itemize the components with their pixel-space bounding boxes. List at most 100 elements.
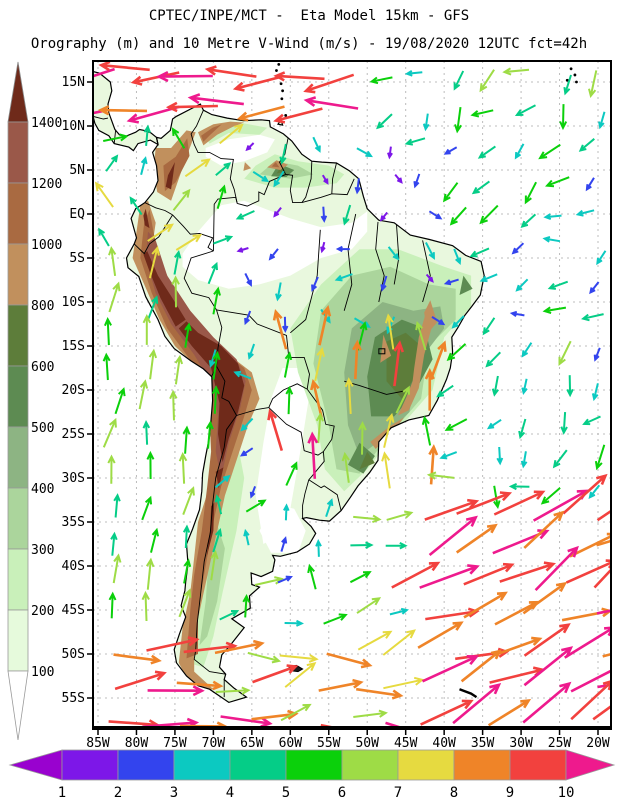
wind-scale-label: 10 <box>558 785 575 800</box>
wind-vector-arrow <box>523 623 571 657</box>
wind-vector-arrow <box>103 317 112 346</box>
elevation-scale-label: 100 <box>31 665 54 680</box>
wind-vector-arrow <box>219 123 244 145</box>
wind-vector-arrow <box>108 281 121 313</box>
wind-vector-arrow <box>183 558 192 584</box>
elevation-scale-segment <box>7 304 29 367</box>
wind-vector-arrow <box>156 71 213 83</box>
wind-vector-arrow <box>310 378 323 418</box>
orography-brown-800 <box>424 300 438 334</box>
orography-brown-800 <box>243 162 252 171</box>
wind-vector-arrow <box>280 536 288 552</box>
wind-vector-arrow <box>102 417 117 448</box>
wind-vector-arrow <box>205 420 214 449</box>
elevation-scale-segment <box>7 487 29 550</box>
wind-vector-arrow <box>463 562 515 586</box>
wind-vector-arrow <box>460 649 502 683</box>
wind-scale-segment <box>173 749 231 781</box>
latitude-tick-label: 10N <box>62 119 85 134</box>
longitude-tick-label: 25W <box>548 736 572 751</box>
wind-vector-arrow <box>138 379 149 410</box>
wind-vector-arrow <box>148 348 158 380</box>
wind-vector-arrow <box>243 528 250 546</box>
wind-vector-arrow <box>380 275 388 292</box>
wind-vector-arrow <box>176 680 224 691</box>
longitude-tick-label: 35W <box>471 736 495 751</box>
wind-vector-arrow <box>318 305 332 346</box>
orography-brown-800 <box>398 313 433 416</box>
wind-vector-arrow <box>436 384 454 398</box>
wind-scale-segment <box>229 749 287 781</box>
wind-vector-arrow <box>247 343 256 360</box>
wind-vector-arrow <box>249 486 257 499</box>
wind-vector-arrow <box>499 561 556 583</box>
wind-vector-arrow <box>404 70 423 77</box>
wind-vector-arrow <box>98 227 110 247</box>
latitude-tick-label: 30S <box>62 471 85 486</box>
wind-vector-arrow <box>369 76 393 85</box>
wind-vector-arrow <box>449 206 467 226</box>
wind-vector-arrow <box>105 154 119 172</box>
wind-scale-label: 8 <box>450 785 458 800</box>
wind-vector-arrow <box>114 387 126 415</box>
wind-vector-arrow <box>148 245 160 279</box>
wind-vector-arrow <box>493 636 543 657</box>
wind-vector-arrow <box>215 162 232 177</box>
orography-brown-1000 <box>140 209 252 659</box>
elevation-under-arrow <box>7 670 29 741</box>
wind-vector-arrow <box>391 561 441 589</box>
wind-vector-arrow <box>141 590 150 622</box>
latitude-axis: 15N 10N 5N EQ 5S 10S 15S 20S 25S 30S 35S 40S 45S 50S 5… <box>62 75 93 706</box>
wind-vector-arrow <box>93 108 108 115</box>
wind-vector-arrow <box>469 247 490 258</box>
wind-vector-arrow <box>325 498 334 518</box>
wind-vector-arrow <box>220 715 273 727</box>
wind-vector-arrow <box>108 246 117 277</box>
orography-brown-800 <box>380 334 392 363</box>
antilles-island-dot <box>277 63 281 66</box>
wind-scale-label: 3 <box>170 785 178 800</box>
wind-vector-arrow <box>419 564 480 589</box>
longitude-tick-label: 60W <box>279 736 303 751</box>
wind-vector-arrow <box>443 146 458 155</box>
wind-vector-arrow <box>252 664 299 684</box>
wind-vector-arrow <box>591 383 599 402</box>
wind-vector-arrow <box>344 377 354 414</box>
wind-vector-arrow <box>353 514 382 524</box>
wind-vector-arrow <box>386 510 414 521</box>
wind-vector-arrow <box>268 248 279 261</box>
wind-vector-arrow <box>560 412 568 435</box>
wind-vector-arrow <box>477 145 496 159</box>
wind-vector-arrow <box>184 322 192 348</box>
wind-scale-segment <box>453 749 511 781</box>
wind-vector-arrow <box>273 170 285 188</box>
wind-vector-arrow <box>425 607 480 621</box>
wind-vector-arrow <box>575 209 595 217</box>
wind-vector-arrow <box>178 588 192 618</box>
wind-vector-arrow <box>511 242 525 255</box>
wind-vector-arrow <box>585 177 595 192</box>
wind-vector-arrow <box>446 343 467 362</box>
wind-vector-arrow <box>429 340 447 380</box>
elevation-scale-label: 1000 <box>31 238 62 253</box>
wind-vector-arrow <box>593 347 601 362</box>
antilles-island-dot <box>275 69 278 72</box>
wind-vector-arrow <box>413 173 421 189</box>
wind-vector-arrow <box>236 247 249 253</box>
orography-brown-1000 <box>271 162 280 168</box>
wind-vector-arrow <box>463 591 508 619</box>
wind-vector-arrow <box>334 273 353 282</box>
longitude-tick-label: 30W <box>509 736 533 751</box>
wind-vector-arrow <box>542 236 561 243</box>
elevation-scale-label: 500 <box>31 421 54 436</box>
wind-vector-arrow <box>451 315 465 329</box>
wind-vector-arrow <box>252 170 270 183</box>
orography-shading <box>132 121 473 694</box>
wind-vector-arrow <box>479 204 499 225</box>
antilles-island-dot <box>284 114 288 117</box>
wind-vector-arrow <box>184 158 211 178</box>
wind-vector-arrow <box>147 223 174 242</box>
wind-vector-arrow <box>598 111 606 130</box>
wind-vector-arrow <box>273 71 325 82</box>
wind-vector-arrow <box>421 415 432 446</box>
